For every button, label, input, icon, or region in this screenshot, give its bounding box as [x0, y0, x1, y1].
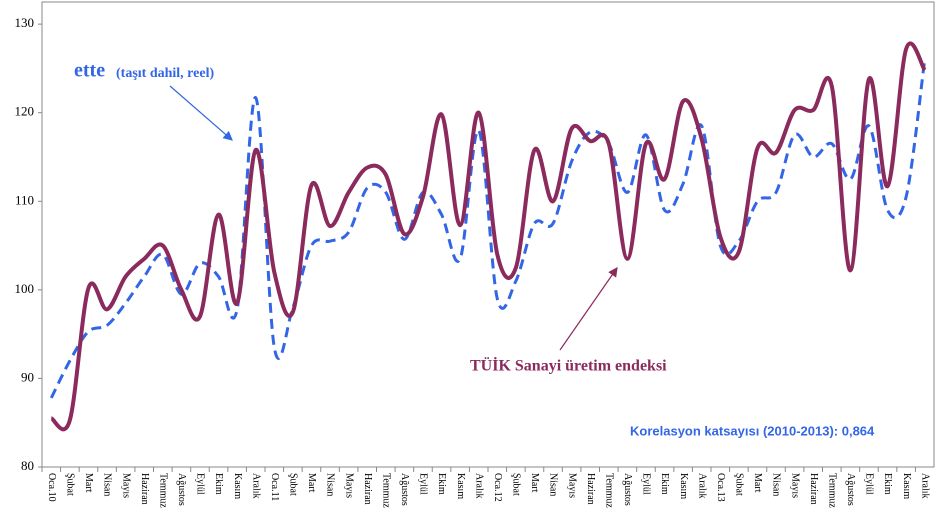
- x-tick-label: Eylül: [418, 473, 429, 495]
- x-tick-label: Aralık: [919, 473, 930, 499]
- x-tick-label: Haziran: [585, 473, 596, 505]
- x-tick-label: Mart: [306, 473, 317, 493]
- x-tick-label: Nisan: [548, 473, 559, 496]
- correlation-note: Korelasyon katsayısı (2010-2013): 0,864: [630, 423, 875, 438]
- y-tick-label: 80: [21, 458, 34, 473]
- x-tick-label: Nisan: [771, 473, 782, 496]
- series-label: ette: [74, 60, 105, 82]
- x-tick-label: Oca.13: [715, 473, 726, 502]
- y-tick-label: 120: [15, 104, 35, 119]
- x-tick-label: Ekim: [659, 473, 670, 495]
- x-tick-label: Mayıs: [789, 473, 800, 498]
- x-tick-label: Mayıs: [120, 473, 131, 498]
- x-tick-label: Nisan: [325, 473, 336, 496]
- x-tick-label: Haziran: [808, 473, 819, 505]
- x-tick-label: Şubat: [734, 473, 745, 496]
- x-tick-label: Kasım: [232, 473, 243, 499]
- x-tick-label: Eylül: [195, 473, 206, 495]
- y-tick-label: 90: [21, 369, 34, 384]
- x-tick-label: Mayıs: [566, 473, 577, 498]
- x-tick-label: Mart: [529, 473, 540, 493]
- x-tick-label: Ekim: [213, 473, 224, 495]
- x-tick-label: Kasım: [901, 473, 912, 499]
- series-line: [49, 59, 927, 399]
- x-tick-label: Haziran: [139, 473, 150, 505]
- x-tick-label: Eylül: [864, 473, 875, 495]
- arrow: [559, 267, 618, 351]
- x-tick-label: Ağustos: [622, 473, 633, 506]
- y-tick-label: 110: [15, 192, 34, 207]
- x-tick-label: Şubat: [65, 473, 76, 496]
- x-tick-label: Aralık: [250, 473, 261, 499]
- x-tick-label: Nisan: [102, 473, 113, 496]
- x-tick-label: Ağustos: [845, 473, 856, 506]
- x-tick-label: Aralık: [473, 473, 484, 499]
- x-tick-label: Eylül: [641, 473, 652, 495]
- x-tick-label: Ağustos: [176, 473, 187, 506]
- x-tick-label: Temmuz: [157, 473, 168, 508]
- x-tick-label: Temmuz: [380, 473, 391, 508]
- series-label: TÜİK Sanayi üretim endeksi: [470, 356, 667, 375]
- x-tick-label: Şubat: [288, 473, 299, 496]
- x-tick-label: Ekim: [882, 473, 893, 495]
- x-tick-label: Aralık: [696, 473, 707, 499]
- x-tick-label: Temmuz: [603, 473, 614, 508]
- x-tick-label: Oca.12: [492, 473, 503, 502]
- x-tick-label: Temmuz: [826, 473, 837, 508]
- x-tick-label: Şubat: [511, 473, 522, 496]
- x-tick-label: Ekim: [436, 473, 447, 495]
- x-tick-label: Oca.11: [269, 473, 280, 501]
- x-tick-label: Ağustos: [399, 473, 410, 506]
- x-tick-label: Mayıs: [343, 473, 354, 498]
- x-tick-label: Haziran: [362, 473, 373, 505]
- x-tick-label: Mart: [752, 473, 763, 493]
- arrow: [169, 85, 233, 141]
- x-tick-label: Kasım: [678, 473, 689, 499]
- y-tick-label: 100: [15, 281, 35, 296]
- series-note: (taşıt dahil, reel): [116, 66, 214, 81]
- x-tick-label: Oca.10: [46, 473, 57, 502]
- x-tick-label: Mart: [83, 473, 94, 493]
- series-line: [50, 41, 927, 432]
- x-tick-label: Kasım: [455, 473, 466, 499]
- y-tick-label: 130: [15, 15, 35, 30]
